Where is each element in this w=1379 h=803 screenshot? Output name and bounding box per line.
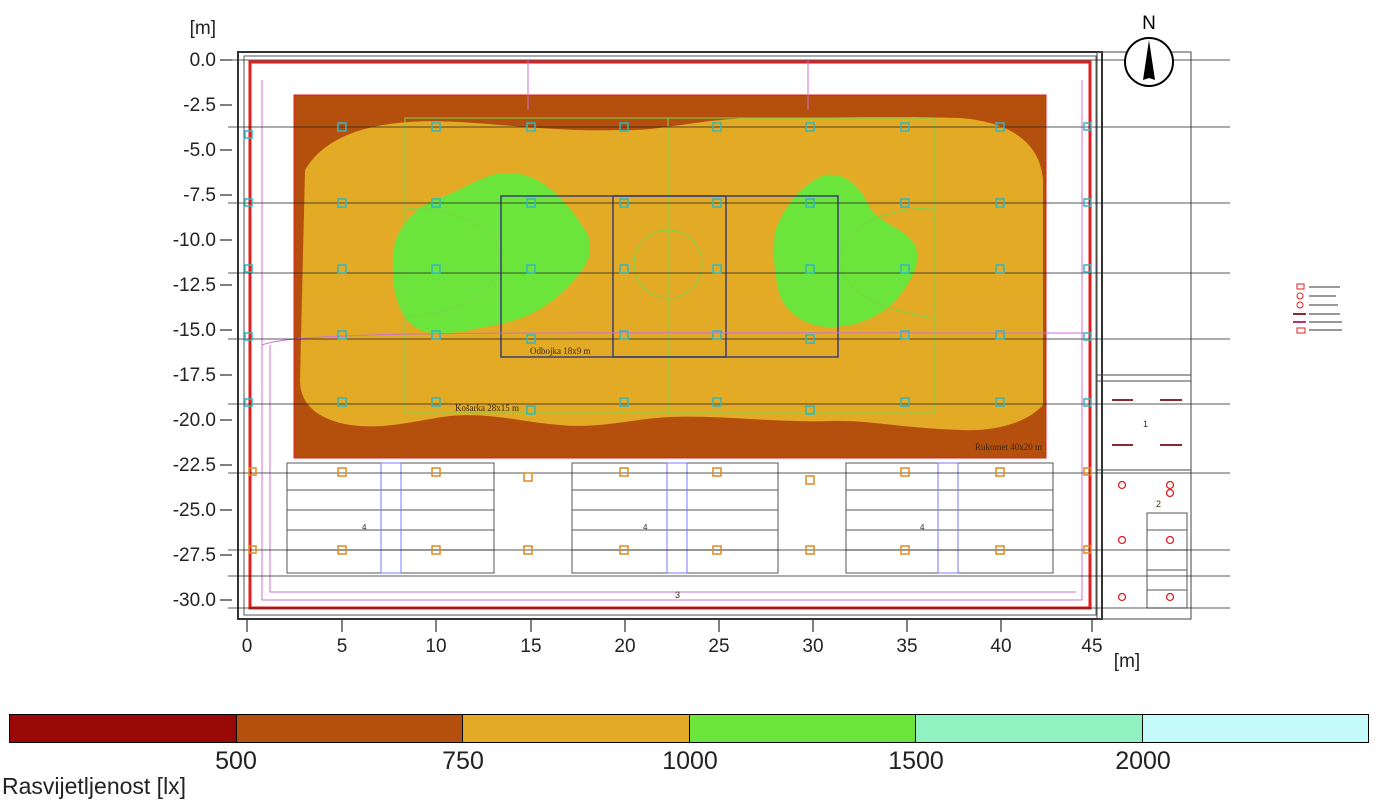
- legend-title: Rasvijetljenost [lx]: [2, 773, 187, 799]
- stands: [286, 462, 1188, 609]
- court-label-big: Rukomet 40x20 m: [975, 442, 1042, 452]
- y-tick-label: 0.0: [190, 50, 216, 71]
- y-tick-label: -20.0: [173, 410, 216, 431]
- court-lines: [261, 60, 1091, 601]
- legend-band: [463, 715, 690, 742]
- x-tick-label: 30: [802, 636, 823, 657]
- north-label: N: [1142, 13, 1156, 34]
- y-tick-label: -30.0: [173, 590, 216, 611]
- y-tick-label: -2.5: [183, 95, 216, 116]
- y-tick-label: -10.0: [173, 230, 216, 251]
- illuminance-plan: N Odbojka 18x9 m Košarka 28x15 m Rukomet…: [173, 13, 1342, 672]
- y-axis: [m] 0.0 -2.5 -5.0 -7.5 -10.0 -12.5 -15.0…: [173, 18, 216, 611]
- luminaires-lower: [248, 467, 1092, 555]
- illuminance-legend-bar: [9, 714, 1369, 743]
- y-tick-label: -12.5: [173, 275, 216, 296]
- y-tick-label: -27.5: [173, 545, 216, 566]
- x-tick-label: 10: [425, 636, 446, 657]
- legend-band: [10, 715, 237, 742]
- y-tick-label: -22.5: [173, 455, 216, 476]
- stand-label-3: 4: [920, 523, 925, 532]
- x-tick-label: 45: [1081, 636, 1102, 657]
- legend-tick-label: 1500: [888, 747, 944, 775]
- room-label-2: 2: [1156, 499, 1161, 509]
- x-axis-unit: [m]: [1114, 651, 1140, 672]
- stand-label-1: 4: [362, 523, 367, 532]
- legend-tick-label: 1000: [662, 747, 718, 775]
- x-tick-label: 0: [242, 636, 253, 657]
- x-tick-label: 5: [337, 636, 348, 657]
- band-1000-1500-right: [773, 174, 918, 327]
- court-label-small: Odbojka 18x9 m: [530, 346, 591, 356]
- x-tick-label: 40: [990, 636, 1011, 657]
- legend-band: [236, 715, 463, 742]
- x-axis: 0 5 10 15 20 25 30 35 40 45 [m]: [242, 636, 1140, 672]
- plan-labels: Odbojka 18x9 m Košarka 28x15 m Rukomet 4…: [362, 346, 1161, 600]
- y-ticks: [220, 59, 232, 601]
- grid-lines: [228, 59, 1230, 609]
- y-axis-unit: [m]: [190, 18, 216, 39]
- room-label-3: 3: [675, 590, 680, 600]
- x-tick-label: 25: [708, 636, 729, 657]
- legend-tick-label: 500: [215, 747, 257, 775]
- legend-band: [689, 715, 916, 742]
- y-tick-label: -7.5: [183, 185, 216, 206]
- y-tick-label: -25.0: [173, 500, 216, 521]
- luminaires-side-rooms: [1112, 399, 1182, 602]
- north-arrow: N: [1124, 13, 1174, 87]
- x-ticks: [246, 620, 1093, 632]
- court-label-mid: Košarka 28x15 m: [455, 403, 519, 413]
- legend-tick-label: 750: [442, 747, 484, 775]
- x-tick-label: 35: [896, 636, 917, 657]
- plan-symbol-legend: [1293, 283, 1342, 334]
- y-tick-label: -15.0: [173, 320, 216, 341]
- legend-band: [916, 715, 1143, 742]
- legend-band: [1142, 715, 1368, 742]
- legend-tick-label: 2000: [1115, 747, 1171, 775]
- y-tick-label: -17.5: [173, 365, 216, 386]
- y-tick-label: -5.0: [183, 140, 216, 161]
- band-1000-1500-left: [392, 172, 590, 334]
- luminaires-upper: [244, 122, 1092, 415]
- x-tick-label: 20: [614, 636, 635, 657]
- illuminance-field: [293, 94, 1047, 459]
- room-label-1: 1: [1143, 419, 1148, 429]
- stand-label-2: 4: [643, 523, 648, 532]
- x-tick-label: 15: [520, 636, 541, 657]
